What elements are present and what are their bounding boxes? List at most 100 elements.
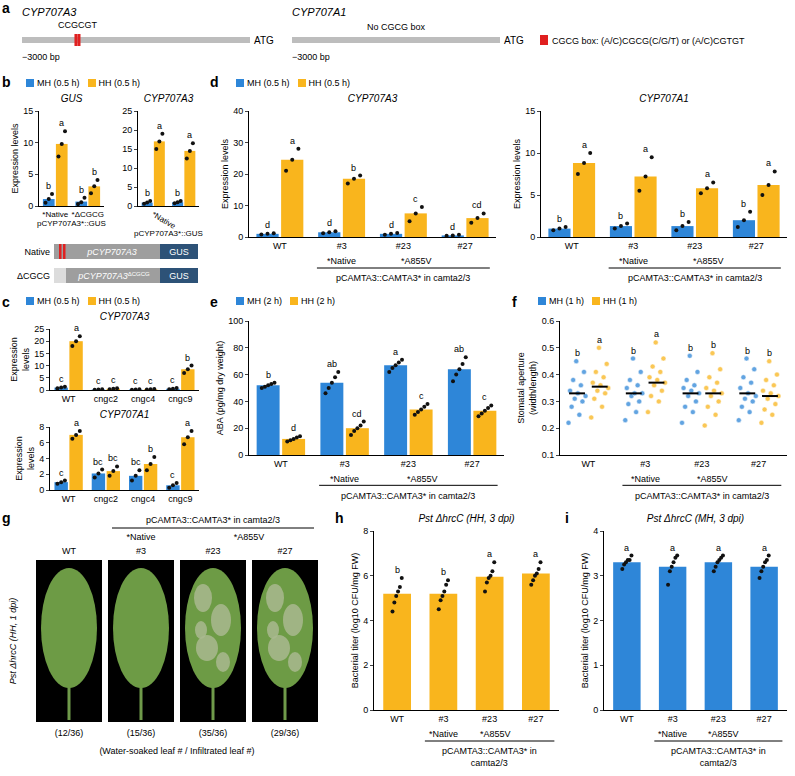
svg-text:0: 0 bbox=[39, 485, 44, 495]
svg-text:#23: #23 bbox=[396, 241, 411, 251]
svg-text:cd: cd bbox=[472, 200, 482, 210]
svg-text:80: 80 bbox=[233, 343, 243, 353]
svg-text:GUS: GUS bbox=[61, 93, 83, 104]
svg-text:#3: #3 bbox=[628, 241, 638, 251]
svg-text:ΔCGCG: ΔCGCG bbox=[17, 271, 50, 281]
svg-text:*Native: *Native bbox=[619, 256, 648, 266]
svg-text:b: b bbox=[185, 353, 190, 363]
svg-text:5: 5 bbox=[28, 169, 33, 179]
svg-text:10: 10 bbox=[233, 201, 243, 211]
svg-text:2: 2 bbox=[593, 616, 598, 626]
svg-text:#3: #3 bbox=[438, 714, 448, 724]
svg-text:a: a bbox=[185, 418, 190, 428]
svg-text:10: 10 bbox=[122, 163, 132, 173]
svg-text:CYP707A1: CYP707A1 bbox=[639, 93, 688, 104]
svg-text:pCAMTA3::CAMTA3* in camta2/3: pCAMTA3::CAMTA3* in camta2/3 bbox=[341, 491, 475, 501]
svg-text:pCAMTA3::CAMTA3* incamta2/3: pCAMTA3::CAMTA3* incamta2/3 bbox=[671, 746, 766, 768]
svg-text:a: a bbox=[670, 543, 675, 553]
svg-text:a: a bbox=[74, 323, 79, 333]
svg-text:#27: #27 bbox=[458, 241, 473, 251]
svg-text:15: 15 bbox=[23, 106, 33, 116]
svg-text:0.4: 0.4 bbox=[542, 370, 555, 380]
svg-text:Bacterial titer (log10 CFU/mg: Bacterial titer (log10 CFU/mg FW) bbox=[350, 553, 360, 689]
svg-text:4: 4 bbox=[363, 616, 368, 626]
svg-text:No CGCG box: No CGCG box bbox=[367, 22, 426, 32]
svg-text:*Native: *Native bbox=[429, 729, 458, 739]
svg-text:Expression levels: Expression levels bbox=[10, 123, 20, 194]
svg-text:0.2: 0.2 bbox=[542, 423, 555, 433]
svg-text:d: d bbox=[291, 423, 296, 433]
svg-text:cngc9: cngc9 bbox=[168, 394, 192, 404]
svg-text:WT: WT bbox=[62, 494, 76, 504]
svg-text:pCAMTA3::CAMTA3* incamta2/3: pCAMTA3::CAMTA3* incamta2/3 bbox=[442, 746, 537, 768]
svg-text:CCGCGT: CCGCGT bbox=[58, 20, 97, 30]
svg-text:a: a bbox=[157, 121, 162, 131]
svg-text:ab: ab bbox=[327, 359, 337, 369]
svg-text:5: 5 bbox=[39, 373, 44, 383]
svg-text:−3000 bp: −3000 bp bbox=[292, 52, 330, 62]
svg-text:c: c bbox=[419, 391, 424, 401]
svg-text:d: d bbox=[389, 220, 394, 230]
svg-text:c: c bbox=[148, 376, 153, 386]
svg-text:(12/36): (12/36) bbox=[55, 728, 84, 738]
svg-text:15: 15 bbox=[34, 349, 44, 359]
svg-text:30: 30 bbox=[233, 138, 243, 148]
svg-text:Native: Native bbox=[24, 247, 50, 257]
svg-text:8: 8 bbox=[39, 422, 44, 432]
svg-text:b: b bbox=[175, 188, 180, 198]
svg-text:pCAMTA3::CAMTA3* in camta2/3: pCAMTA3::CAMTA3* in camta2/3 bbox=[628, 273, 762, 283]
svg-text:pCAMTA3::CAMTA3* in camta2/3: pCAMTA3::CAMTA3* in camta2/3 bbox=[146, 515, 280, 525]
svg-text:ATG: ATG bbox=[254, 35, 274, 46]
svg-text:b: b bbox=[618, 211, 623, 221]
svg-text:pCAMTA3::CAMTA3* in camta2/3: pCAMTA3::CAMTA3* in camta2/3 bbox=[336, 273, 470, 283]
svg-text:b: b bbox=[745, 346, 750, 356]
svg-text:b: b bbox=[441, 567, 446, 577]
svg-text:a: a bbox=[393, 347, 398, 357]
svg-text:b: b bbox=[79, 185, 84, 195]
svg-text:b: b bbox=[46, 181, 51, 191]
svg-text:WT: WT bbox=[62, 546, 76, 556]
svg-text:0: 0 bbox=[28, 201, 33, 211]
svg-text:0.1: 0.1 bbox=[542, 450, 555, 460]
svg-text:100: 100 bbox=[228, 316, 243, 326]
svg-text:2: 2 bbox=[363, 660, 368, 670]
svg-text:ab: ab bbox=[454, 344, 464, 354]
svg-text:*Native: *Native bbox=[126, 532, 155, 542]
svg-text:*A855V: *A855V bbox=[407, 474, 438, 484]
svg-text:b: b bbox=[557, 214, 562, 224]
svg-text:c: c bbox=[482, 392, 487, 402]
svg-text:*Native: *Native bbox=[42, 210, 68, 219]
svg-text:CYP707A3: CYP707A3 bbox=[144, 93, 194, 104]
svg-text:a: a bbox=[582, 140, 587, 150]
svg-text:1: 1 bbox=[593, 660, 598, 670]
svg-text:Expression levels: Expression levels bbox=[512, 138, 522, 209]
svg-text:a: a bbox=[74, 418, 79, 428]
svg-text:b: b bbox=[395, 565, 400, 575]
svg-text:b: b bbox=[92, 167, 97, 177]
svg-text:a: a bbox=[533, 549, 538, 559]
svg-text:*Native: *Native bbox=[658, 729, 687, 739]
svg-text:(35/36): (35/36) bbox=[199, 728, 228, 738]
svg-text:b: b bbox=[351, 163, 356, 173]
svg-text:2: 2 bbox=[39, 469, 44, 479]
svg-text:cngc2: cngc2 bbox=[94, 494, 118, 504]
svg-text:cngc9: cngc9 bbox=[168, 494, 192, 504]
svg-text:Expressionlevels: Expressionlevels bbox=[14, 436, 36, 481]
svg-text:c: c bbox=[111, 375, 116, 385]
svg-text:#27: #27 bbox=[757, 714, 772, 724]
svg-text:a: a bbox=[705, 169, 710, 179]
svg-text:5: 5 bbox=[530, 190, 535, 200]
svg-text:cd: cd bbox=[352, 409, 362, 419]
svg-text:25: 25 bbox=[34, 324, 44, 334]
svg-text:c: c bbox=[96, 376, 101, 386]
svg-text:d: d bbox=[265, 220, 270, 230]
svg-text:CGCG box: (A/C)CGCG(C/G/T) or: CGCG box: (A/C)CGCG(C/G/T) or (A/C)CGTGT bbox=[552, 36, 745, 46]
svg-text:d: d bbox=[450, 222, 455, 232]
svg-text:#23: #23 bbox=[401, 459, 416, 469]
svg-text:8: 8 bbox=[363, 526, 368, 536]
svg-text:6: 6 bbox=[363, 571, 368, 581]
svg-text:*Native: *Native bbox=[150, 210, 177, 231]
svg-text:a: a bbox=[487, 549, 492, 559]
svg-text:10: 10 bbox=[34, 361, 44, 371]
svg-text:0: 0 bbox=[238, 450, 243, 460]
